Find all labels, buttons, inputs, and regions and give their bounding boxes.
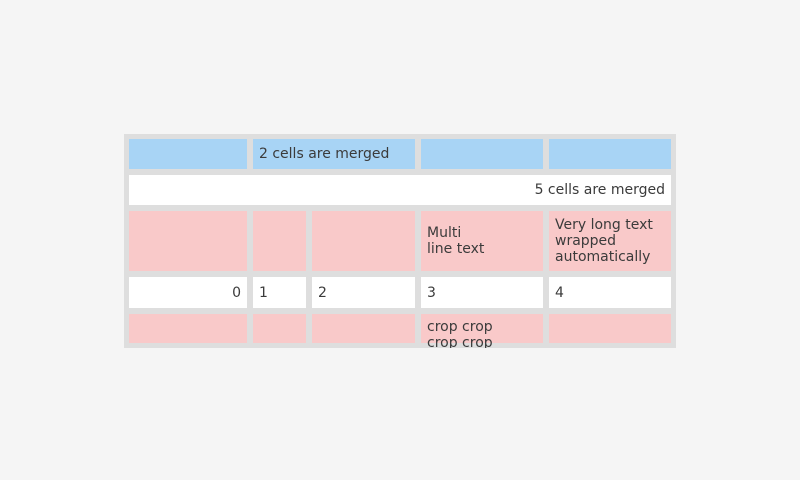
cell-text: 0 bbox=[232, 284, 241, 301]
cropped-text-cell[interactable]: crop crop crop crop bbox=[421, 314, 543, 348]
cell-text: 1 bbox=[259, 284, 268, 301]
merged-cell-5[interactable]: 5 cells are merged bbox=[129, 175, 671, 205]
table-row: 0 1 2 3 4 bbox=[129, 277, 671, 308]
table-cell[interactable] bbox=[549, 314, 671, 343]
table-cell[interactable]: 3 bbox=[421, 277, 543, 308]
table-row: Multi line text Very long text wrapped a… bbox=[129, 211, 671, 271]
table-cell[interactable] bbox=[253, 211, 306, 271]
table-cell[interactable] bbox=[129, 314, 247, 343]
table-cell[interactable] bbox=[253, 314, 306, 343]
table-cell[interactable]: 1 bbox=[253, 277, 306, 308]
cell-text: 2 cells are merged bbox=[259, 146, 390, 162]
table-cell[interactable]: 4 bbox=[549, 277, 671, 308]
cell-text: Very long text wrapped automatically bbox=[555, 217, 653, 265]
table-cell[interactable]: 2 bbox=[312, 277, 415, 308]
wrapped-text-cell[interactable]: Very long text wrapped automatically bbox=[549, 211, 671, 271]
table-cell[interactable]: 0 bbox=[129, 277, 247, 308]
table-cell[interactable] bbox=[549, 139, 671, 169]
cell-text: crop crop crop crop bbox=[427, 319, 493, 348]
cell-text: 4 bbox=[555, 284, 564, 301]
merged-cell-2[interactable]: 2 cells are merged bbox=[253, 139, 415, 169]
table-cell[interactable] bbox=[312, 211, 415, 271]
cell-text: 5 cells are merged bbox=[534, 182, 665, 198]
cell-text: 3 bbox=[427, 284, 436, 301]
table-row: 5 cells are merged bbox=[129, 175, 671, 205]
table-row: crop crop crop crop bbox=[129, 314, 671, 348]
table-cell[interactable] bbox=[129, 211, 247, 271]
multiline-cell[interactable]: Multi line text bbox=[421, 211, 543, 271]
table-cell[interactable] bbox=[129, 139, 247, 169]
cell-text: Multi line text bbox=[427, 225, 485, 257]
cell-text: 2 bbox=[318, 284, 327, 301]
table-row: 2 cells are merged bbox=[129, 139, 671, 169]
table-cell[interactable] bbox=[312, 314, 415, 343]
table-cell[interactable] bbox=[421, 139, 543, 169]
table-widget[interactable]: 2 cells are merged 5 cells are merged bbox=[124, 134, 676, 348]
